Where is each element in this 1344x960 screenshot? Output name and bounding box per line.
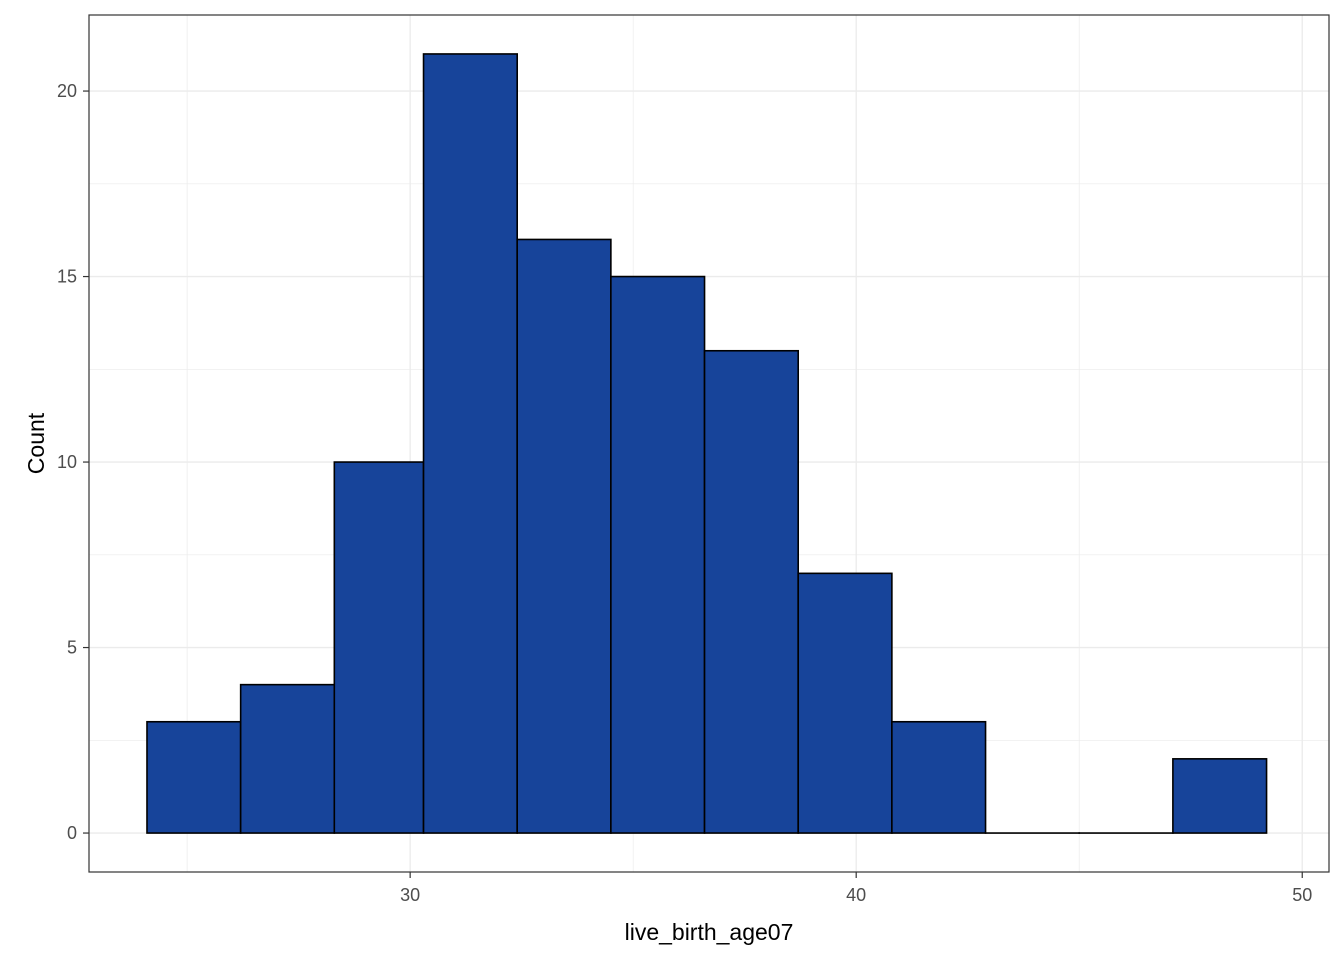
x-tick-label: 40 xyxy=(846,885,866,905)
histogram-bar xyxy=(239,683,336,834)
histogram-bar xyxy=(891,720,987,834)
y-axis: 0 5 10 15 20 xyxy=(57,81,89,843)
panel-border xyxy=(88,14,1330,873)
histogram-bars xyxy=(146,53,1268,834)
histogram-bar xyxy=(146,720,242,834)
y-tick-label: 10 xyxy=(57,452,77,472)
x-axis: 30 40 50 xyxy=(400,872,1312,905)
y-tick-label: 15 xyxy=(57,267,77,287)
y-tick-label: 5 xyxy=(67,638,77,658)
histogram-bar xyxy=(703,349,800,834)
x-tick-label: 50 xyxy=(1292,885,1312,905)
x-axis-title: live_birth_age07 xyxy=(625,919,794,945)
histogram-bar xyxy=(333,461,425,834)
histogram-bar xyxy=(422,53,519,834)
histogram-bar xyxy=(797,572,893,834)
histogram-bar xyxy=(516,238,612,834)
histogram-bar xyxy=(610,275,706,834)
histogram-bar xyxy=(1172,758,1268,834)
y-tick-label: 20 xyxy=(57,81,77,101)
y-tick-label: 0 xyxy=(67,823,77,843)
y-axis-title: Count xyxy=(23,412,49,474)
x-tick-label: 30 xyxy=(400,885,420,905)
